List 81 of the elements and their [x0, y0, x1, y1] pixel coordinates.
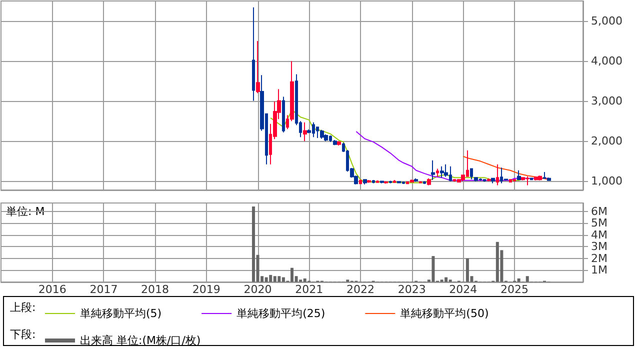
candlestick — [496, 164, 499, 186]
y-tick-label: 5,000 — [591, 14, 622, 28]
y-tick-label: 4M — [591, 228, 608, 242]
candlestick — [337, 140, 341, 146]
bar — [496, 242, 499, 282]
candlestick — [389, 180, 392, 184]
y-tick-label: 3M — [591, 240, 608, 254]
y-tick-label: 2M — [591, 252, 608, 265]
x-tick-label: 2017 — [90, 283, 118, 296]
x-tick-label: 2025 — [500, 283, 529, 296]
x-tick-label: 2020 — [244, 283, 272, 296]
candlestick — [470, 168, 473, 180]
candlestick — [320, 129, 324, 140]
y-tick-label: 1,000 — [591, 174, 622, 188]
candlestick — [414, 178, 418, 182]
candlestick — [282, 96, 285, 133]
candlestick — [509, 178, 512, 183]
y-tick-label: 5M — [591, 216, 608, 230]
x-tick-label: 2016 — [38, 283, 66, 296]
candlestick — [483, 178, 486, 182]
candlestick — [363, 178, 367, 185]
legend-title: 下段: — [10, 328, 36, 341]
candlestick — [397, 180, 401, 184]
candlestick — [457, 178, 461, 183]
x-tick-label: 2024 — [449, 283, 478, 296]
y-tick-label: 3,000 — [591, 94, 622, 108]
candlestick — [252, 6, 255, 102]
y-tick-label: 4,000 — [591, 54, 622, 68]
candlestick — [491, 177, 495, 184]
candlestick — [256, 40, 260, 94]
candlestick — [333, 139, 337, 146]
x-tick-label: 2022 — [346, 283, 374, 296]
y-tick-label: 1M — [591, 264, 608, 277]
y-tick-label: 2,000 — [591, 134, 622, 148]
bar — [466, 258, 469, 282]
candlestick — [538, 175, 542, 181]
candlestick — [324, 134, 328, 142]
candlestick — [367, 179, 371, 184]
line-series — [462, 156, 550, 180]
candlestick — [423, 180, 426, 184]
candlestick — [380, 180, 384, 184]
candlestick — [410, 179, 414, 183]
candlestick — [521, 177, 525, 181]
bar — [432, 256, 435, 282]
bar — [282, 277, 285, 282]
candlestick — [530, 177, 533, 180]
legend-label: 出来高 単位:(M株/口/枚) — [80, 334, 201, 347]
legend-label: 単純移動平均(25) — [236, 307, 326, 320]
bar — [526, 276, 529, 282]
candlestick — [487, 178, 491, 182]
x-tick-label: 2023 — [398, 283, 426, 296]
legend-label: 単純移動平均(5) — [80, 307, 162, 320]
bar — [444, 277, 448, 282]
bar — [269, 274, 272, 282]
legend-title: 上段: — [10, 301, 36, 314]
line-series — [356, 131, 550, 181]
x-tick-label: 2021 — [295, 283, 324, 296]
candlestick — [444, 164, 448, 178]
candlestick — [534, 176, 538, 181]
x-tick-label: 2019 — [192, 283, 220, 296]
bar — [264, 277, 268, 282]
candlestick — [393, 179, 396, 184]
candlestick — [436, 168, 439, 178]
candlestick — [376, 180, 379, 184]
candlestick — [372, 179, 375, 184]
candlestick — [427, 178, 431, 186]
candlestick — [513, 178, 516, 182]
candlestick — [303, 122, 307, 142]
bar — [273, 276, 276, 282]
bar — [303, 278, 306, 282]
legend-label: 単純移動平均(50) — [400, 307, 489, 320]
candlestick — [440, 166, 444, 178]
candlestick — [384, 180, 388, 184]
candlestick — [474, 176, 478, 182]
y-tick-label: 6M — [591, 204, 608, 218]
bar — [517, 278, 520, 282]
bar — [278, 276, 281, 282]
candlestick — [517, 170, 521, 180]
candlestick — [431, 160, 435, 180]
x-tick-label: 2018 — [141, 283, 170, 296]
candlestick — [359, 179, 362, 184]
